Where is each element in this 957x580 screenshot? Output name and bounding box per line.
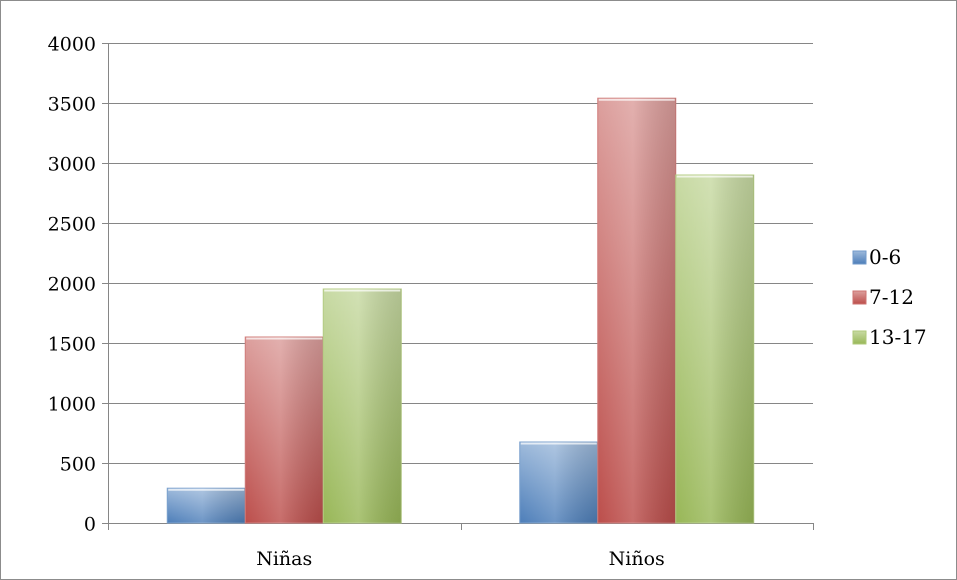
bar-0-6-Niños bbox=[519, 441, 599, 524]
legend-swatch bbox=[852, 290, 867, 305]
legend-swatch bbox=[852, 250, 867, 265]
y-tick-label: 1000 bbox=[48, 394, 96, 416]
y-tick-label: 3000 bbox=[48, 154, 96, 176]
legend-item: 13-17 bbox=[852, 325, 927, 349]
legend-label: 13-17 bbox=[869, 325, 927, 349]
legend-label: 7-12 bbox=[869, 285, 914, 309]
gridlines bbox=[108, 43, 813, 524]
bar-13-17-Niñas bbox=[322, 288, 402, 524]
legend: 0-6 7-12 13-17 bbox=[852, 245, 927, 349]
y-tick-label: 2000 bbox=[48, 274, 96, 296]
legend-swatch bbox=[852, 330, 867, 345]
legend-item: 7-12 bbox=[852, 285, 914, 309]
x-tick-label: Niñas bbox=[256, 548, 312, 570]
bar-0-6-Niñas bbox=[166, 487, 246, 524]
y-tick-label: 1500 bbox=[48, 334, 96, 356]
y-tick-label: 4000 bbox=[48, 34, 96, 56]
bar-13-17-Niños bbox=[675, 174, 755, 524]
bar-7-12-Niños bbox=[597, 97, 677, 524]
y-tick-label: 500 bbox=[60, 454, 96, 476]
tick-labels: 0 500 1000 1500 2000 2500 3000 3500 4000 Niñas Niñ… bbox=[48, 34, 665, 571]
y-tick-label: 0 bbox=[84, 514, 96, 536]
legend-label: 0-6 bbox=[869, 245, 901, 269]
bar-7-12-Niñas bbox=[244, 336, 324, 524]
x-tick-label: Niños bbox=[609, 548, 665, 570]
legend-item: 0-6 bbox=[852, 245, 901, 269]
bars bbox=[166, 97, 755, 524]
y-tick-label: 3500 bbox=[48, 94, 96, 116]
y-tick-label: 2500 bbox=[48, 214, 96, 236]
